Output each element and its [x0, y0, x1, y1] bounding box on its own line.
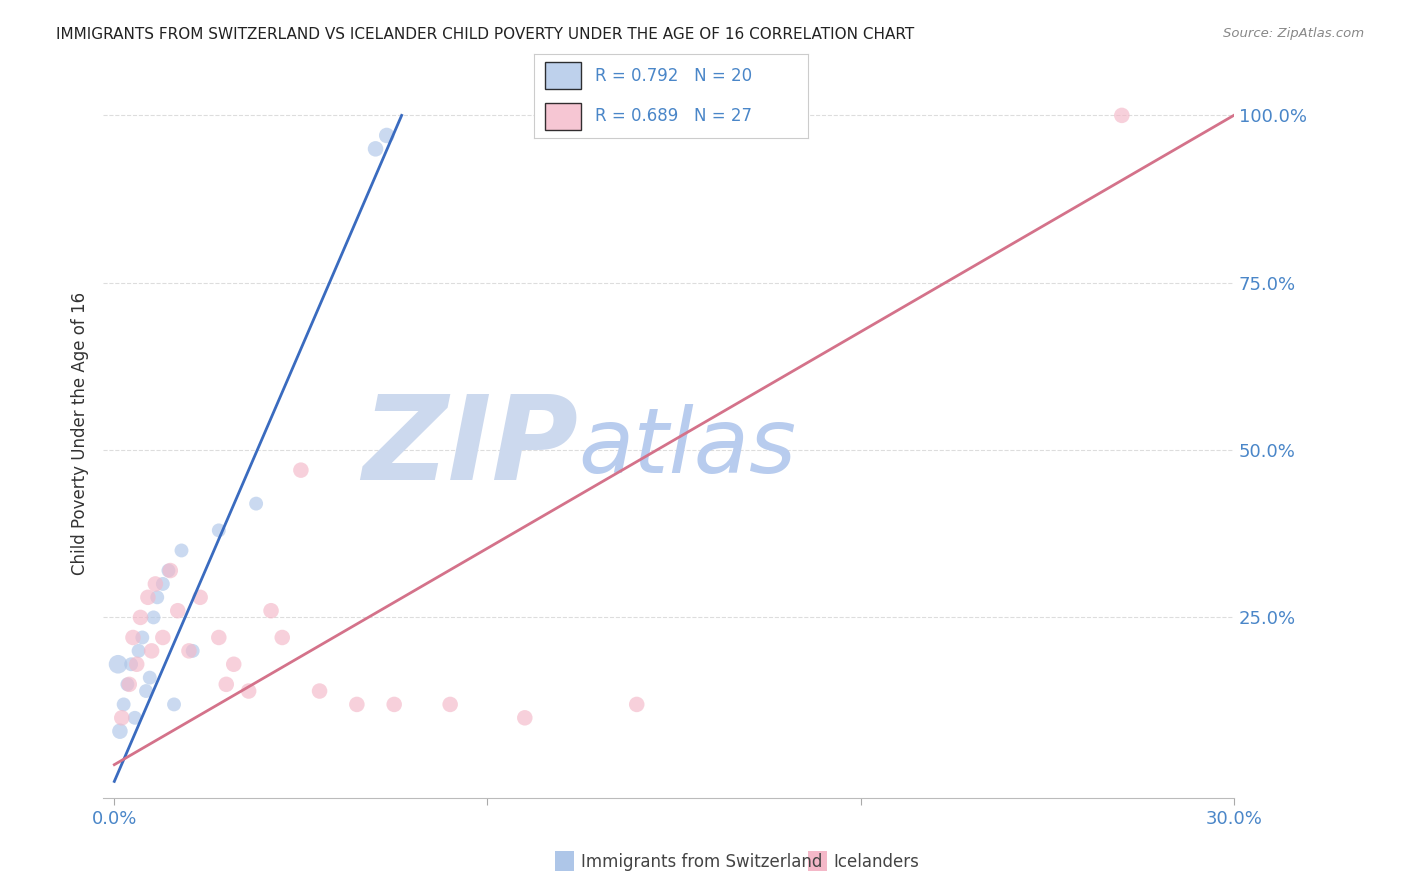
Point [145, 577, 167, 591]
Point [120, 657, 142, 672]
Point [290, 463, 312, 477]
Point [112, 698, 135, 712]
Point [107, 657, 129, 672]
Point [125, 657, 148, 672]
Point [382, 698, 405, 712]
Point [122, 631, 145, 645]
Point [215, 677, 238, 691]
Point [364, 142, 387, 156]
Point [181, 644, 204, 658]
Point [118, 677, 141, 691]
Text: R = 0.689   N = 27: R = 0.689 N = 27 [595, 107, 752, 125]
Point [157, 564, 180, 578]
Point [166, 604, 188, 618]
Point [439, 698, 461, 712]
Point [141, 644, 163, 658]
Point [139, 671, 162, 685]
Point [146, 591, 169, 605]
Point [111, 711, 134, 725]
Text: ZIP: ZIP [361, 391, 578, 506]
Point [152, 577, 174, 591]
Text: Immigrants from Switzerland: Immigrants from Switzerland [581, 853, 823, 871]
Point [163, 698, 186, 712]
Point [626, 698, 648, 712]
Point [308, 684, 330, 698]
Point [152, 631, 174, 645]
Point [513, 711, 536, 725]
Point [271, 631, 294, 645]
Text: atlas: atlas [578, 404, 796, 491]
Point [170, 543, 193, 558]
Y-axis label: Child Poverty Under the Age of 16: Child Poverty Under the Age of 16 [72, 292, 89, 574]
Point [346, 698, 368, 712]
Point [159, 564, 181, 578]
Point [129, 610, 152, 624]
Point [135, 684, 157, 698]
Point [208, 524, 231, 538]
Text: IMMIGRANTS FROM SWITZERLAND VS ICELANDER CHILD POVERTY UNDER THE AGE OF 16 CORRE: IMMIGRANTS FROM SWITZERLAND VS ICELANDER… [56, 27, 914, 42]
Point [142, 610, 165, 624]
Text: Icelanders: Icelanders [834, 853, 920, 871]
Point [245, 497, 267, 511]
Point [124, 711, 146, 725]
Point [177, 644, 200, 658]
Text: Source: ZipAtlas.com: Source: ZipAtlas.com [1223, 27, 1364, 40]
FancyBboxPatch shape [546, 62, 581, 89]
Point [131, 631, 153, 645]
Point [260, 604, 283, 618]
Point [375, 128, 398, 143]
Point [188, 591, 211, 605]
Point [222, 657, 245, 672]
FancyBboxPatch shape [546, 103, 581, 130]
Point [208, 631, 231, 645]
Point [238, 684, 260, 698]
Point [128, 644, 150, 658]
Text: R = 0.792   N = 20: R = 0.792 N = 20 [595, 67, 752, 85]
Point [108, 724, 131, 739]
Point [136, 591, 159, 605]
Point [117, 677, 139, 691]
Point [1111, 108, 1133, 122]
